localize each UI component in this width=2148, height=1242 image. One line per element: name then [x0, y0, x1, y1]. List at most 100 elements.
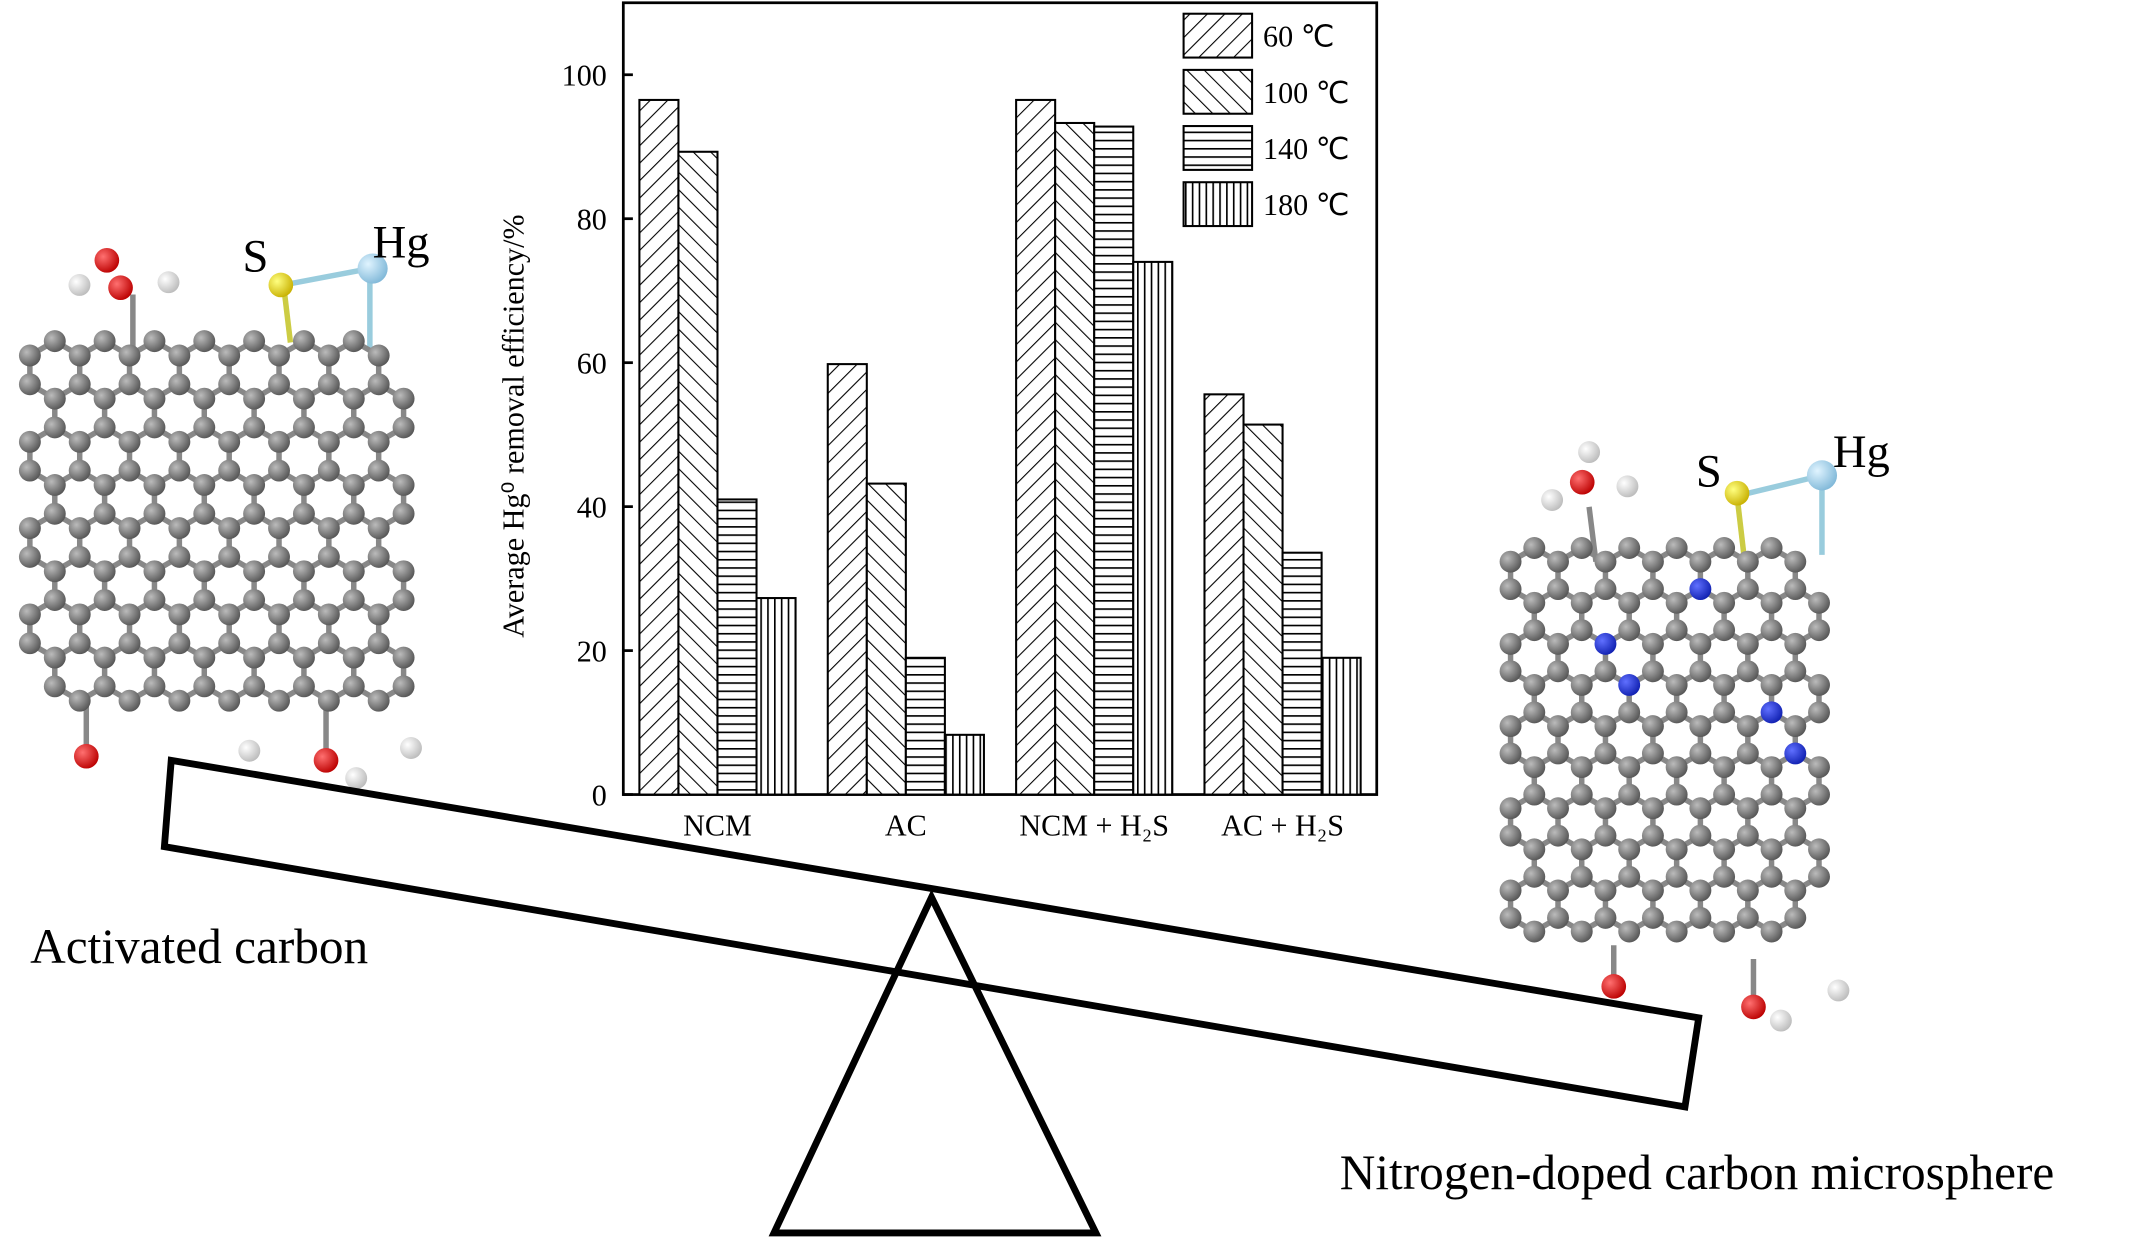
- y-tick-label: 40: [577, 491, 607, 525]
- atom: [118, 517, 141, 540]
- atom: [1594, 824, 1617, 847]
- atom: [93, 330, 116, 353]
- atom: [168, 344, 191, 367]
- atom: [367, 545, 390, 568]
- atom: [193, 387, 216, 410]
- atom: [218, 632, 241, 655]
- atom: [1827, 979, 1850, 1002]
- atom: [118, 545, 141, 568]
- atom: [317, 459, 340, 482]
- atom: [313, 747, 339, 773]
- seesaw-beam: [160, 756, 1703, 1111]
- atom: [218, 517, 241, 540]
- atom: [1760, 674, 1783, 696]
- atom: [1665, 920, 1688, 943]
- atom: [1523, 619, 1546, 642]
- atom: [342, 416, 365, 439]
- atom: [1736, 879, 1759, 902]
- atom: [118, 459, 141, 482]
- atom: [1769, 1009, 1792, 1032]
- atom: [1547, 660, 1569, 683]
- atom: [143, 330, 166, 353]
- atom: [143, 675, 166, 698]
- atom: [1713, 537, 1736, 559]
- atom: [268, 545, 290, 568]
- atom: [1784, 906, 1807, 929]
- atom: [1784, 550, 1807, 573]
- atom: [243, 646, 266, 669]
- atom: [392, 646, 415, 669]
- atom: [1724, 480, 1750, 506]
- atom: [345, 767, 368, 790]
- atom: [367, 373, 390, 396]
- atom: [1760, 537, 1783, 559]
- chart: 0 20 40 60 80 100 Average Hg⁰ removal efficien…: [496, 1, 1379, 843]
- atom: [1760, 756, 1783, 779]
- atom: [1547, 715, 1569, 738]
- atom: [193, 416, 216, 439]
- atom: [68, 517, 91, 540]
- atom: [93, 474, 116, 496]
- atom: [43, 416, 66, 439]
- atom: [1499, 632, 1522, 655]
- atom: [268, 632, 290, 655]
- right-label: Nitrogen-doped carbon microsphere: [1340, 1145, 2055, 1200]
- bar: [1320, 656, 1362, 796]
- atom: [1641, 660, 1664, 683]
- atom: [43, 589, 66, 611]
- atom: [317, 430, 340, 453]
- atom-label: Hg: [1833, 427, 1890, 478]
- atom: [268, 603, 290, 626]
- atom: [43, 560, 66, 583]
- atom: [1641, 879, 1664, 902]
- legend-swatch: [1182, 68, 1254, 115]
- atom: [1523, 537, 1546, 559]
- atom: [1736, 906, 1759, 929]
- atom: [342, 589, 365, 611]
- atom: [1523, 756, 1546, 779]
- atom: [73, 743, 99, 769]
- atom: [1499, 550, 1522, 573]
- atom: [1689, 660, 1712, 683]
- atom: [1713, 838, 1736, 861]
- atom: [367, 603, 390, 626]
- bond: [1734, 495, 1747, 556]
- atom: [1499, 715, 1522, 738]
- atom: [93, 646, 116, 669]
- atom: [1760, 865, 1783, 888]
- atom: [317, 373, 340, 396]
- atom: [1618, 674, 1641, 696]
- atom: [1601, 974, 1627, 999]
- bar: [1203, 393, 1245, 796]
- atom: [342, 675, 365, 698]
- atom: [1499, 578, 1522, 601]
- bar: [865, 482, 907, 796]
- atom: [1523, 591, 1546, 614]
- atom: [1741, 994, 1766, 1020]
- atom: [243, 387, 266, 410]
- atom: [1760, 920, 1783, 943]
- atom: [1570, 619, 1593, 642]
- atom: [1665, 591, 1688, 614]
- atom: [268, 689, 290, 712]
- bar: [826, 363, 868, 796]
- atom: [268, 272, 294, 298]
- bar: [755, 597, 797, 796]
- atom: [218, 344, 241, 367]
- atom: [1784, 742, 1807, 765]
- atom: [292, 675, 315, 698]
- atom: [342, 560, 365, 583]
- atom: [43, 474, 66, 496]
- atom: [1523, 701, 1546, 724]
- molecules: [18, 247, 1850, 1032]
- atom: [18, 517, 41, 540]
- atom: [1499, 824, 1522, 847]
- atom: [1665, 756, 1688, 779]
- atom: [1594, 797, 1617, 820]
- atom: [1760, 838, 1783, 861]
- bar: [943, 733, 985, 796]
- atom: [108, 275, 133, 301]
- atom: [1641, 742, 1664, 765]
- atom: [1760, 783, 1783, 806]
- atom: [1570, 838, 1593, 861]
